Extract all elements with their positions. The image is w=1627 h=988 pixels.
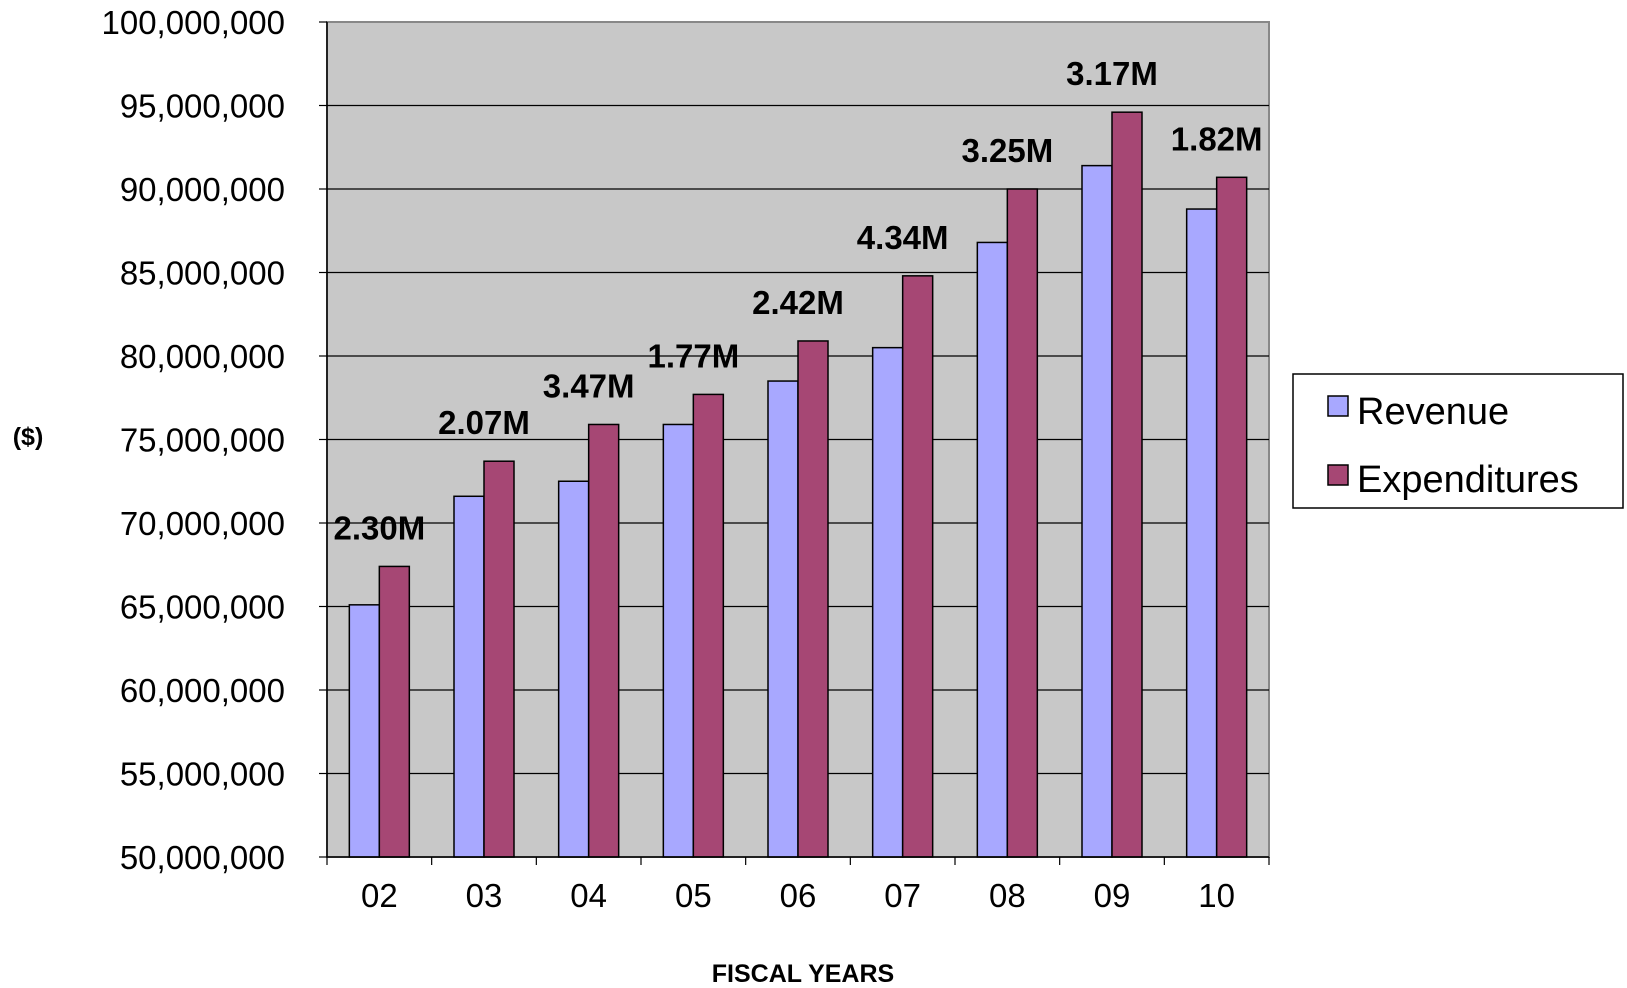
bar-revenue-09	[1081, 164, 1113, 858]
x-tick-label: 03	[466, 877, 503, 914]
data-labels: 2.30M 2.07M 3.47M 1.77M 2.42M 4.34M 3.25M 3.17M…	[333, 55, 1262, 546]
x-tick-label: 09	[1094, 877, 1131, 914]
bar-revenue-04	[557, 480, 590, 858]
data-label-05: 1.77M	[647, 337, 739, 374]
bar-revenue-07	[871, 346, 904, 858]
x-tick-label: 07	[884, 877, 921, 914]
data-label-07: 4.34M	[857, 219, 949, 256]
legend-label-expenditures: Expenditures	[1357, 459, 1579, 501]
bar-expenditures-02	[378, 565, 411, 858]
bar-expenditures-07	[901, 275, 934, 858]
x-tick-label: 06	[780, 877, 817, 914]
bar-expenditures-08	[1006, 188, 1039, 858]
legend-swatch-revenue	[1327, 395, 1349, 417]
bar-expenditures-09	[1111, 111, 1143, 858]
bar-revenue-02	[348, 604, 381, 858]
x-tick-label: 05	[675, 877, 712, 914]
y-tick-label: 70,000,000	[120, 505, 285, 542]
y-tick-label: 60,000,000	[120, 672, 285, 709]
bar-expenditures-10	[1215, 176, 1248, 858]
y-tick-label: 65,000,000	[120, 589, 285, 626]
y-tick-label: 95,000,000	[120, 88, 285, 125]
bar-revenue-03	[453, 495, 485, 858]
data-label-03: 2.07M	[438, 404, 530, 441]
y-tick-label: 75,000,000	[120, 422, 285, 459]
data-label-06: 2.42M	[752, 284, 844, 321]
y-tick-label: 85,000,000	[120, 255, 285, 292]
data-label-04: 3.47M	[543, 367, 635, 404]
bar-expenditures-06	[797, 340, 829, 858]
bar-expenditures-03	[483, 460, 515, 858]
tick-labels: 50,000,000 55,000,000 60,000,000 65,000,000…	[101, 4, 1235, 914]
y-tick-label: 50,000,000	[120, 839, 285, 876]
bar-revenue-05	[662, 423, 695, 858]
y-tick-label: 100,000,000	[101, 4, 285, 41]
x-tick-label: 02	[361, 877, 398, 914]
y-tick-label: 55,000,000	[120, 756, 285, 793]
data-label-02: 2.30M	[333, 509, 425, 546]
data-label-09: 3.17M	[1066, 55, 1158, 92]
x-tick-label: 10	[1198, 877, 1235, 914]
x-tick-label: 08	[989, 877, 1026, 914]
y-axis-title: ($)	[13, 423, 44, 451]
bar-expenditures-04	[587, 423, 620, 858]
legend-swatch-expenditures	[1327, 464, 1349, 486]
bar-revenue-08	[976, 241, 1009, 858]
x-axis-title: FISCAL YEARS	[712, 960, 894, 988]
data-label-10: 1.82M	[1171, 120, 1263, 157]
bar-expenditures-05	[692, 393, 725, 858]
legend-label-revenue: Revenue	[1357, 391, 1509, 433]
x-tick-label: 04	[570, 877, 607, 914]
axes	[319, 21, 1270, 865]
bars	[348, 111, 1248, 858]
y-tick-label: 80,000,000	[120, 338, 285, 375]
bar-revenue-06	[767, 380, 799, 858]
bar-revenue-10	[1185, 208, 1218, 858]
y-tick-label: 90,000,000	[120, 171, 285, 208]
legend: Revenue Expenditures	[1292, 373, 1624, 509]
data-label-08: 3.25M	[961, 132, 1053, 169]
